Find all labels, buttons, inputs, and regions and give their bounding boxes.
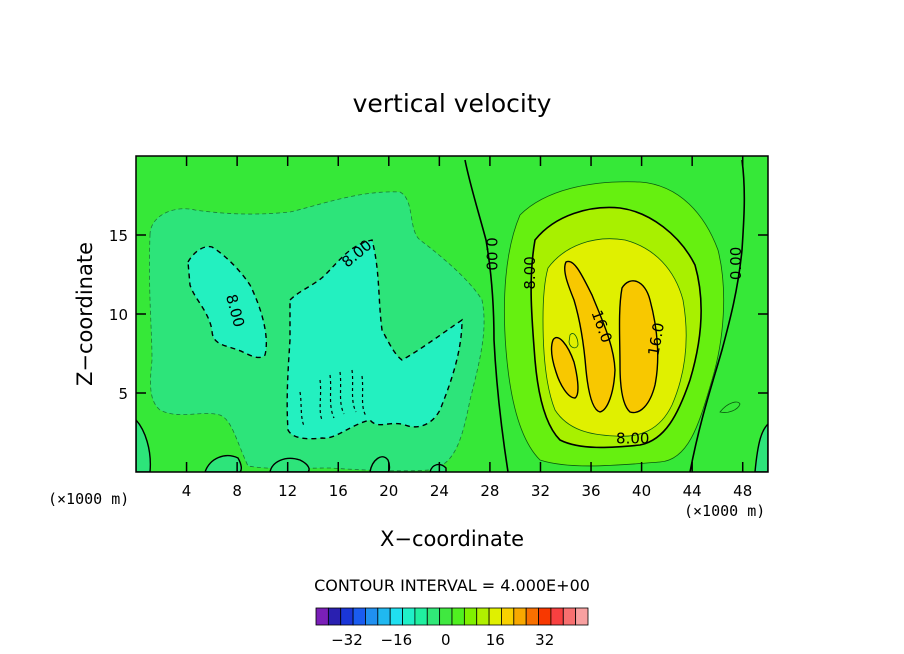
colorbar-swatch	[340, 607, 354, 626]
x-tick-label: 36	[581, 482, 600, 500]
colorbar-swatch	[315, 607, 329, 626]
contour-label: 8.00	[521, 256, 539, 289]
x-tick-label: 32	[531, 482, 550, 500]
colorbar-swatch	[352, 607, 366, 626]
colorbar-swatch	[575, 607, 589, 626]
x-tick-label: 28	[480, 482, 499, 500]
x-tick-label: 4	[182, 482, 192, 500]
colorbar-swatch	[451, 607, 465, 626]
y-axis-label: Z−coordinate	[73, 242, 97, 386]
colorbar-swatch	[525, 607, 539, 626]
colorbar-tick-label: 32	[535, 631, 554, 649]
x-tick-label: 40	[632, 482, 651, 500]
x-tick-label: 48	[733, 482, 752, 500]
colorbar-swatch	[538, 607, 552, 626]
x-tick-label: 24	[430, 482, 449, 500]
y-tick-label: 10	[109, 306, 128, 324]
colorbar-swatch	[426, 607, 441, 626]
y-tick-label: 15	[109, 227, 128, 245]
x-axis-ticks: 4 8 12 16 20 24 28 32 36 40 44 48	[182, 156, 752, 500]
colorbar-swatch	[439, 607, 453, 626]
colorbar-tick-label: 0	[441, 631, 451, 649]
updraft-band-16	[550, 260, 659, 414]
y-tick-label: 5	[118, 385, 128, 403]
colorbar-swatch	[501, 607, 515, 626]
x-tick-label: 16	[329, 482, 348, 500]
contour-label: 16.0	[645, 321, 669, 357]
colorbar-swatch	[562, 607, 577, 626]
colorbar-swatch	[488, 607, 502, 626]
zero-contour	[464, 159, 509, 472]
z-unit-label: (×1000 m)	[48, 490, 129, 508]
colorbar-tick-label: −16	[381, 631, 413, 649]
colorbar-swatch	[377, 607, 391, 626]
x-axis-label: X−coordinate	[380, 527, 524, 551]
x-tick-label: 8	[232, 482, 242, 500]
x-tick-label: 44	[683, 482, 702, 500]
positive-small-cell	[719, 401, 741, 413]
y-axis-ticks: 5 10 15	[109, 227, 768, 403]
colorbar-swatch	[365, 607, 379, 626]
colorbar-swatch	[550, 607, 564, 626]
colorbar-tick-label: −32	[331, 631, 363, 649]
colorbar-tick-label: 16	[486, 631, 505, 649]
colorbar	[315, 607, 589, 626]
contour-label: 0.00	[483, 237, 501, 270]
zero-contour-right	[689, 159, 746, 472]
x-unit-label: (×1000 m)	[684, 502, 765, 520]
chart-title: vertical velocity	[353, 89, 552, 118]
contour-label: 8.00	[616, 429, 649, 447]
contour-interval-label: CONTOUR INTERVAL = 4.000E+00	[314, 576, 590, 595]
zero-contour-bottom	[136, 418, 768, 472]
colorbar-swatch	[327, 607, 342, 626]
colorbar-labels: −32 −16 0 16 32	[331, 631, 554, 649]
downdraft-band-minus8	[187, 239, 463, 440]
contour-label: 0.00	[727, 247, 745, 280]
colorbar-swatch	[476, 607, 490, 626]
updraft-small-core	[568, 333, 579, 349]
x-tick-label: 12	[278, 482, 297, 500]
x-tick-label: 20	[379, 482, 398, 500]
colorbar-swatch	[402, 607, 416, 626]
colorbar-swatch	[414, 607, 428, 626]
colorbar-swatch	[513, 607, 527, 626]
colorbar-swatch	[389, 607, 403, 626]
colorbar-swatch	[463, 607, 478, 626]
